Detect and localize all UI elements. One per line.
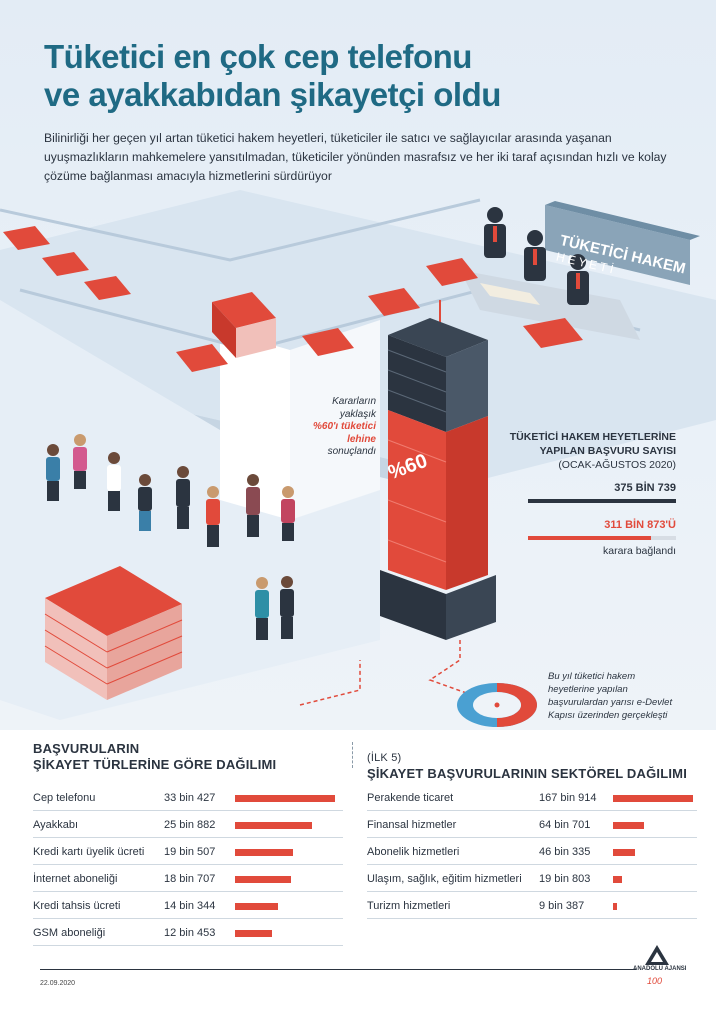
big-paper-stack: [44, 566, 183, 700]
bar: [235, 876, 291, 883]
category-label: Kredi kartı üyelik ücreti: [33, 846, 145, 858]
chart-row: Cep telefonu 33 bin 427: [33, 784, 343, 811]
tower: [380, 318, 496, 640]
middle-paper-stack: [212, 292, 276, 358]
chart-row: Perakende ticaret 167 bin 914: [367, 784, 697, 811]
bar: [613, 822, 644, 829]
footer-line: [40, 969, 636, 970]
judge-figures: [484, 207, 589, 305]
category-label: İnternet aboneliği: [33, 873, 118, 885]
value-label: 14 bin 344: [164, 900, 216, 912]
chart-row: İnternet aboneliği 18 bin 707: [33, 865, 343, 892]
category-label: Cep telefonu: [33, 792, 96, 804]
complaint-types-chart: Cep telefonu 33 bin 427 Ayakkabı 25 bin 882…: [33, 784, 343, 946]
value-label: 33 bin 427: [164, 792, 216, 804]
desk: [460, 270, 640, 340]
category-label: Perakende ticaret: [367, 792, 454, 804]
bar: [613, 876, 623, 883]
chart-row: Finansal hizmetler 64 bin 701: [367, 811, 697, 838]
background-bottom: [0, 730, 716, 1024]
board: [545, 205, 690, 285]
category-label: Kredi tahsis ücreti: [33, 900, 121, 912]
agency-name: ANADOLU AJANSI: [633, 966, 687, 972]
value-label: 25 bin 882: [164, 819, 216, 831]
bar: [235, 849, 294, 856]
chart-row: Ulaşım, sağlık, eğitim hizmetleri 19 bin …: [367, 865, 697, 892]
page-title: Tüketici en çok cep telefonu ve ayakkabı…: [44, 38, 501, 113]
intro-text: Bilinirliği her geçen yıl artan tüketici…: [44, 131, 667, 183]
chart-row: Kredi tahsis ücreti 14 bin 344: [33, 892, 343, 919]
stats-subtitle: (OCAK-AĞUSTOS 2020): [558, 459, 676, 471]
value-label: 167 bin 914: [539, 792, 597, 804]
stats-title: TÜKETİCİ HAKEM HEYETLERİNE YAPILAN BAŞVU…: [476, 430, 676, 472]
chart-row: Ayakkabı 25 bin 882: [33, 811, 343, 838]
bar: [235, 930, 273, 937]
bar: [613, 903, 618, 910]
donut-note: Bu yıl tüketici hakem heyetlerine yapıla…: [548, 671, 673, 721]
donut-chart: [457, 683, 537, 727]
complaint-types-title: BAŞVURULARIN ŞİKAYET TÜRLERİNE GÖRE DAĞI…: [33, 741, 277, 772]
total-bar: [528, 499, 676, 503]
bar: [613, 795, 693, 802]
section-divider: [352, 742, 354, 768]
complaint-papers: [3, 226, 583, 372]
people-group: [46, 434, 295, 640]
value-label: 64 bin 701: [539, 819, 591, 831]
illustration: [0, 190, 716, 727]
value-label: 46 bin 335: [539, 846, 591, 858]
value-label: 18 bin 707: [164, 873, 216, 885]
chart-row: Kredi kartı üyelik ücreti 19 bin 507: [33, 838, 343, 865]
bar: [235, 795, 335, 802]
total-applications: 375 BİN 739: [614, 482, 676, 494]
chart-row: GSM aboneliği 12 bin 453: [33, 919, 343, 946]
category-label: Ayakkabı: [33, 819, 79, 831]
bar: [235, 903, 278, 910]
side-note: Kararların yaklaşık %60'ı tüketici lehin…: [313, 396, 376, 457]
value-label: 19 bin 507: [164, 846, 216, 858]
category-label: Abonelik hizmetleri: [367, 846, 460, 858]
value-label: 9 bin 387: [539, 900, 585, 912]
anniversary-mark: 100: [647, 976, 663, 986]
sector-chart: Perakende ticaret 167 bin 914 Finansal hiz…: [367, 784, 697, 919]
value-label: 12 bin 453: [164, 927, 216, 939]
decided-note: karara bağlandı: [603, 545, 676, 557]
bar: [235, 822, 313, 829]
decided-bar: [528, 536, 651, 540]
bar: [613, 849, 636, 856]
chart-row: Abonelik hizmetleri 46 bin 335: [367, 838, 697, 865]
category-label: Finansal hizmetler: [367, 819, 457, 831]
chart-row: Turizm hizmetleri 9 bin 387: [367, 892, 697, 919]
category-label: Turizm hizmetleri: [367, 900, 451, 912]
decided-bar-track: [528, 536, 676, 540]
value-label: 19 bin 803: [539, 873, 591, 885]
decided-applications: 311 BİN 873'Ü: [604, 519, 676, 531]
sector-title: (İLK 5) ŞİKAYET BAŞVURULARININ SEKTÖREL …: [367, 752, 688, 781]
category-label: Ulaşım, sağlık, eğitim hizmetleri: [367, 873, 522, 885]
category-label: GSM aboneliği: [33, 927, 106, 939]
date: 22.09.2020: [40, 980, 76, 987]
agency-logo-icon: [645, 945, 669, 965]
wall-panel: [220, 330, 290, 520]
wall-panel-side: [290, 320, 380, 520]
